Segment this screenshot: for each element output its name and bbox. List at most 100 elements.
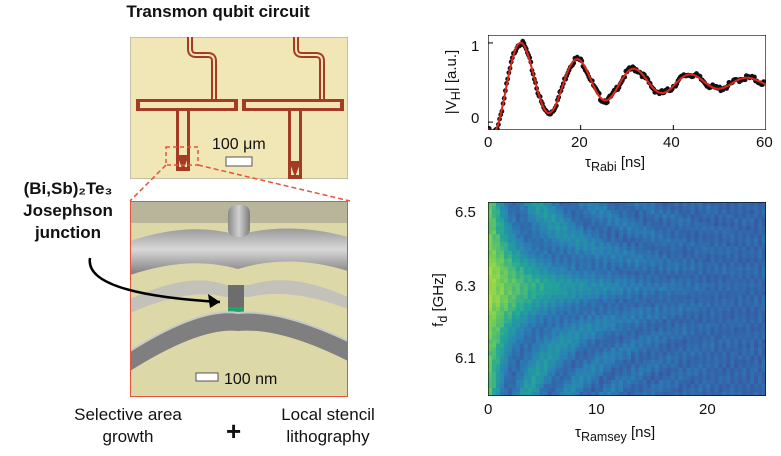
rabi-ylabel-main: |V bbox=[443, 100, 460, 115]
heatmap-cell bbox=[682, 299, 688, 304]
heatmap-cell bbox=[690, 282, 696, 288]
heatmap-cell bbox=[662, 359, 668, 365]
heatmap-cell bbox=[488, 359, 493, 365]
heatmap-cell bbox=[615, 262, 620, 268]
heatmap-cell bbox=[511, 359, 517, 365]
heatmap-cell bbox=[627, 230, 632, 235]
heatmap-cell bbox=[734, 371, 739, 377]
heatmap-cell bbox=[535, 347, 541, 353]
heatmap-cell bbox=[587, 303, 592, 308]
heatmap-cell bbox=[623, 379, 628, 385]
heatmap-cell bbox=[678, 286, 684, 292]
heatmap-cell bbox=[662, 250, 668, 256]
heatmap-cell bbox=[734, 367, 739, 373]
heatmap-cell bbox=[575, 363, 580, 369]
heatmap-cell bbox=[603, 331, 608, 336]
heatmap-cell bbox=[762, 383, 766, 389]
heatmap-cell bbox=[642, 323, 648, 328]
heatmap-cell bbox=[627, 218, 632, 223]
heatmap-cell bbox=[730, 343, 735, 348]
heatmap-cell bbox=[638, 210, 644, 215]
heatmap-cell bbox=[523, 339, 529, 344]
heatmap-cell bbox=[587, 307, 592, 312]
heatmap-cell bbox=[559, 363, 564, 369]
heatmap-cell bbox=[678, 294, 684, 300]
heatmap-cell bbox=[619, 294, 624, 300]
heatmap-cell bbox=[710, 375, 715, 381]
heatmap-cell bbox=[706, 222, 711, 227]
heatmap-cell bbox=[758, 238, 763, 243]
heatmap-cell bbox=[670, 254, 676, 260]
heatmap-cell bbox=[567, 254, 572, 260]
heatmap-cell bbox=[694, 343, 699, 348]
heatmap-cell bbox=[547, 347, 553, 353]
heatmap-cell bbox=[698, 371, 703, 377]
heatmap-cell bbox=[499, 371, 505, 377]
heatmap-cell bbox=[734, 222, 739, 227]
heatmap-cell bbox=[746, 311, 751, 316]
heatmap-cell bbox=[718, 242, 723, 247]
heatmap-cell bbox=[742, 391, 747, 396]
heatmap-cell bbox=[599, 274, 604, 280]
heatmap-cell bbox=[615, 266, 620, 272]
heatmap-cell bbox=[527, 303, 533, 308]
heatmap-cell bbox=[714, 339, 719, 344]
heatmap-cell bbox=[738, 246, 743, 251]
heatmap-cell bbox=[746, 222, 751, 227]
heatmap-cell bbox=[738, 206, 743, 211]
heatmap-cell bbox=[571, 262, 576, 268]
heatmap-cell bbox=[491, 246, 497, 251]
heatmap-cell bbox=[698, 351, 703, 357]
heatmap-cell bbox=[531, 387, 537, 393]
heatmap-cell bbox=[730, 294, 735, 300]
heatmap-cell bbox=[523, 331, 529, 336]
heatmap-cell bbox=[567, 266, 572, 272]
heatmap-cell bbox=[611, 250, 616, 256]
heatmap-cell bbox=[623, 278, 628, 284]
heatmap-cell bbox=[491, 363, 497, 369]
heatmap-cell bbox=[670, 214, 676, 219]
heatmap-cell bbox=[638, 258, 644, 264]
heatmap-cell bbox=[634, 266, 640, 272]
heatmap-cell bbox=[726, 371, 731, 377]
heatmap-cell bbox=[686, 210, 692, 215]
heatmap-cell bbox=[567, 262, 572, 268]
heatmap-cell bbox=[678, 282, 684, 288]
heatmap-cell bbox=[726, 282, 731, 288]
heatmap-cell bbox=[571, 327, 576, 332]
heatmap-cell bbox=[746, 294, 751, 300]
heatmap-cell bbox=[563, 339, 568, 344]
heatmap-cell bbox=[627, 206, 632, 211]
heatmap-cell bbox=[595, 391, 600, 396]
heatmap-cell bbox=[638, 286, 644, 292]
heatmap-cell bbox=[563, 299, 568, 304]
heatmap-cell bbox=[543, 286, 549, 292]
heatmap-cell bbox=[591, 270, 596, 276]
heatmap-cell bbox=[515, 315, 521, 320]
heatmap-cell bbox=[726, 359, 731, 365]
heatmap-cell bbox=[619, 331, 624, 336]
heatmap-cell bbox=[686, 246, 692, 251]
heatmap-cell bbox=[491, 375, 497, 381]
heatmap-cell bbox=[654, 343, 660, 348]
heatmap-cell bbox=[495, 335, 501, 340]
heatmap-cell bbox=[750, 307, 755, 312]
heatmap-cell bbox=[674, 307, 680, 312]
heatmap-cell bbox=[623, 222, 628, 227]
heatmap-cell bbox=[702, 303, 707, 308]
heatmap-cell bbox=[511, 299, 517, 304]
heatmap-cell bbox=[551, 226, 557, 231]
heatmap-cell bbox=[519, 371, 525, 377]
heatmap-cell bbox=[758, 359, 763, 365]
heatmap-cell bbox=[690, 242, 696, 247]
heatmap-cell bbox=[488, 286, 493, 292]
heatmap-cell bbox=[488, 383, 493, 389]
heatmap-cell bbox=[575, 278, 580, 284]
heatmap-cell bbox=[503, 262, 509, 268]
heatmap-cell bbox=[491, 323, 497, 328]
heatmap-cell bbox=[682, 339, 688, 344]
heatmap-cell bbox=[551, 262, 557, 268]
heatmap-cell bbox=[750, 323, 755, 328]
heatmap-cell bbox=[583, 355, 588, 361]
heatmap-cell bbox=[630, 290, 636, 296]
